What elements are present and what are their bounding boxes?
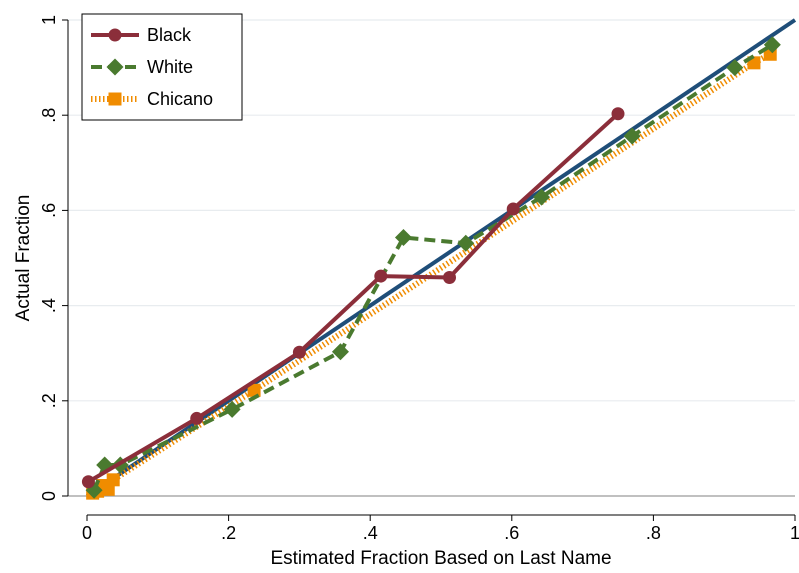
data-point-black <box>506 202 520 216</box>
data-point-black <box>442 271 456 285</box>
data-point-chicano <box>106 473 120 487</box>
reference-line <box>85 18 797 498</box>
axes: 0 .2 .4 .6 .8 1 0 .2 .4 .6 .8 1 <box>39 15 799 543</box>
data-point-black <box>190 411 204 425</box>
y-tick-label: .2 <box>39 393 59 408</box>
series-group <box>81 36 781 500</box>
x-tick-label: .6 <box>504 523 519 543</box>
data-point-chicano <box>247 383 261 397</box>
data-point-white <box>763 36 781 54</box>
legend-item-chicano: Chicano <box>91 89 213 109</box>
x-tick-label: 0 <box>82 523 92 543</box>
legend-label: Black <box>147 25 192 45</box>
y-tick-label: .8 <box>39 108 59 123</box>
legend-item-white: White <box>91 57 193 77</box>
x-tick-label: 1 <box>790 523 799 543</box>
x-axis-title: Estimated Fraction Based on Last Name <box>270 548 611 569</box>
legend-label: Chicano <box>147 89 213 109</box>
x-tick-label: .4 <box>363 523 378 543</box>
legend: Black White Chicano <box>81 13 243 121</box>
data-point-white <box>726 59 744 77</box>
legend-item-black: Black <box>91 25 192 45</box>
y-tick-label: .6 <box>39 203 59 218</box>
legend-marker <box>106 58 124 76</box>
data-point-black <box>374 269 388 283</box>
data-point-white <box>533 188 551 206</box>
data-point-black <box>292 345 306 359</box>
y-tick-label: .4 <box>39 298 59 313</box>
data-point-white <box>331 343 349 361</box>
data-point-white <box>623 127 641 145</box>
y-tick-label: 0 <box>39 491 59 501</box>
data-point-white <box>457 234 475 252</box>
series-black <box>81 107 625 489</box>
data-point-white <box>394 229 412 247</box>
legend-marker <box>108 92 122 106</box>
y-axis-title: Actual Fraction <box>13 195 34 322</box>
reference-line-group <box>85 18 797 498</box>
legend-label: White <box>147 57 193 77</box>
data-point-white <box>223 400 241 418</box>
y-tick-label: 1 <box>39 15 59 25</box>
legend-marker <box>108 28 122 42</box>
x-tick-label: .2 <box>221 523 236 543</box>
data-point-black <box>611 107 625 121</box>
x-tick-label: .8 <box>646 523 661 543</box>
data-point-black <box>81 475 95 489</box>
